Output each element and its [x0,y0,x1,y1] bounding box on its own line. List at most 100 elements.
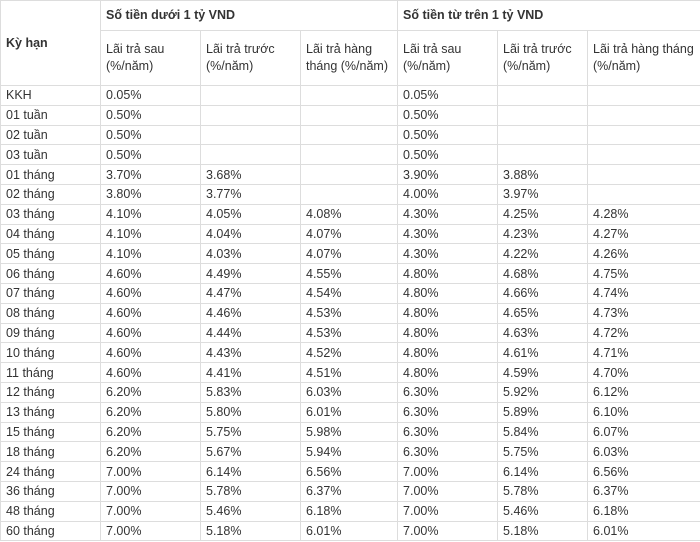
rate-cell: 5.78% [200,480,301,502]
term-cell: 15 tháng [0,421,101,443]
rate-cell: 4.43% [200,342,301,364]
term-cell: KKH [0,85,101,106]
rate-cell: 7.00% [100,520,201,542]
rate-cell: 5.89% [497,401,589,423]
term-cell: 07 tháng [0,282,101,304]
rate-cell: 4.65% [497,302,589,324]
rate-cell: 4.72% [587,322,700,344]
term-cell: 06 tháng [0,263,101,284]
rate-cell: 4.53% [299,302,399,324]
term-cell: 48 tháng [0,500,101,522]
rate-cell: 5.84% [497,421,589,443]
term-cell: 10 tháng [0,342,101,364]
table-row: 06 tháng 4.60% 4.49% 4.55% 4.80% 4.68% 4.75% [0,263,700,284]
rate-cell: 3.80% [100,183,201,205]
header-row: Kỳ hạn Số tiền dưới 1 tỷ VND Số tiền từ … [0,0,700,86]
rate-cell: 4.66% [497,282,589,304]
rate-cell: 4.44% [200,322,301,344]
term-cell: 18 tháng [0,441,101,463]
rate-cell: 6.30% [397,381,499,403]
table-row: 01 tháng 3.70% 3.68% 3.90% 3.88% [0,164,700,185]
table-row: 60 tháng 7.00% 5.18% 6.01% 7.00% 5.18% 6.01% [0,520,700,542]
rate-cell: 4.60% [100,362,201,383]
rate-cell: 6.14% [200,461,301,482]
rate-cell: 4.07% [299,223,399,245]
rate-cell [299,124,399,146]
rate-cell: 3.70% [100,164,201,185]
rate-cell: 6.30% [397,421,499,443]
rate-cell [299,104,399,126]
rate-cell: 4.51% [299,362,399,383]
rate-cell: 6.18% [587,500,700,522]
rate-cell: 4.75% [587,263,700,284]
rate-cell [497,104,589,126]
rate-cell: 4.60% [100,302,201,324]
rate-cell: 4.73% [587,302,700,324]
rate-cell: 4.30% [397,223,499,245]
table-row: 07 tháng 4.60% 4.47% 4.54% 4.80% 4.66% 4.74% [0,282,700,304]
rate-cell: 5.67% [200,441,301,463]
rate-cell: 7.00% [100,461,201,482]
term-cell: 05 tháng [0,243,101,265]
rate-cell [200,85,301,106]
rate-cell: 4.10% [100,203,201,225]
rate-cell: 6.37% [587,480,700,502]
rate-cell: 4.61% [497,342,589,364]
rate-cell: 4.71% [587,342,700,364]
column-header: Lãi trả trước (%/năm) [200,30,301,86]
column-header: Lãi trả trước (%/năm) [497,30,589,86]
rate-cell: 4.41% [200,362,301,383]
rate-cell: 6.07% [587,421,700,443]
rate-cell: 5.80% [200,401,301,423]
table-row: 12 tháng 6.20% 5.83% 6.03% 6.30% 5.92% 6.12% [0,381,700,403]
rate-cell: 4.30% [397,243,499,265]
term-cell: 60 tháng [0,520,101,542]
rate-cell: 5.83% [200,381,301,403]
rate-cell: 4.52% [299,342,399,364]
rate-cell: 7.00% [397,480,499,502]
rate-cell [587,124,700,146]
rate-cell: 6.56% [299,461,399,482]
rate-cell [497,144,589,166]
rate-cell: 7.00% [397,500,499,522]
table-row: KKH 0.05% 0.05% [0,85,700,106]
rate-cell: 3.88% [497,164,589,185]
rate-cell: 5.46% [497,500,589,522]
rate-cell: 4.54% [299,282,399,304]
rate-cell: 4.04% [200,223,301,245]
rate-cell: 0.50% [100,124,201,146]
rate-cell: 5.75% [497,441,589,463]
rate-cell: 3.97% [497,183,589,205]
rate-cell: 0.50% [397,124,499,146]
table-row: 03 tháng 4.10% 4.05% 4.08% 4.30% 4.25% 4.28% [0,203,700,225]
rate-cell: 5.94% [299,441,399,463]
column-header: Lãi trả hàng tháng (%/năm) [299,30,399,86]
rate-cell: 4.47% [200,282,301,304]
rate-cell: 3.77% [200,183,301,205]
rate-cell: 6.20% [100,401,201,423]
rate-cell: 4.80% [397,362,499,383]
rate-cell: 4.53% [299,322,399,344]
rate-cell: 7.00% [397,520,499,542]
table-row: 36 tháng 7.00% 5.78% 6.37% 7.00% 5.78% 6.37% [0,480,700,502]
rate-cell: 6.56% [587,461,700,482]
rate-cell: 0.50% [397,104,499,126]
rate-cell: 4.08% [299,203,399,225]
rate-cell: 7.00% [100,480,201,502]
table-row: 01 tuần 0.50% 0.50% [0,104,700,126]
rate-cell: 4.10% [100,223,201,245]
rate-cell [587,164,700,185]
rate-cell: 6.03% [587,441,700,463]
rate-cell: 0.05% [100,85,201,106]
term-cell: 09 tháng [0,322,101,344]
rate-cell: 4.60% [100,322,201,344]
rate-cell: 0.50% [100,144,201,166]
table-row: 48 tháng 7.00% 5.46% 6.18% 7.00% 5.46% 6.18% [0,500,700,522]
rate-cell: 5.92% [497,381,589,403]
rate-cell: 4.07% [299,243,399,265]
rate-cell: 3.68% [200,164,301,185]
rate-cell: 0.05% [397,85,499,106]
term-cell: 12 tháng [0,381,101,403]
table-row: 11 tháng 4.60% 4.41% 4.51% 4.80% 4.59% 4.70% [0,362,700,383]
